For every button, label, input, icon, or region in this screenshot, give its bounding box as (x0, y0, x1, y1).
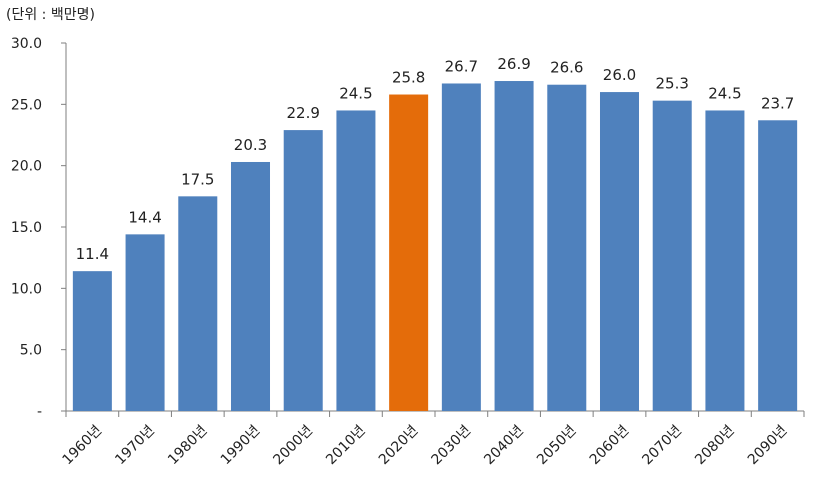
bar-9 (494, 81, 534, 411)
x-tick-label-12: 2070년 (639, 423, 685, 469)
bar-10 (547, 84, 587, 411)
x-tick-label-2: 1970년 (112, 423, 158, 469)
x-tick-label-9: 2040년 (481, 423, 527, 469)
unit-label: (단위 : 백만명) (6, 7, 95, 23)
y-tick-label: 30.0 (11, 36, 42, 52)
bar-12 (652, 100, 692, 412)
y-tick-label: 25.0 (11, 97, 42, 113)
data-label-8: 26.7 (445, 57, 478, 75)
data-label-1: 11.4 (76, 245, 109, 263)
data-label-13: 24.5 (708, 84, 741, 102)
x-tick-label-8: 2030년 (429, 423, 475, 469)
data-label-12: 25.3 (656, 75, 689, 93)
bar-6 (336, 110, 376, 411)
bar-7 (389, 94, 429, 412)
data-label-3: 17.5 (181, 170, 214, 188)
bar-4 (230, 161, 271, 411)
bar-11 (599, 92, 640, 412)
data-label-14: 23.7 (761, 94, 794, 112)
data-label-2: 14.4 (128, 208, 161, 226)
chart-x-labels: 1960년 1970년 1980년 1990년 2000년 2010년 2020년 2030년… (60, 423, 791, 469)
data-label-9: 26.9 (497, 55, 530, 73)
x-tick-label-13: 2080년 (692, 423, 738, 469)
bar-3 (178, 196, 218, 411)
y-tick-label: - (37, 404, 42, 420)
x-tick-label-4: 1990년 (218, 423, 264, 469)
bar-14 (758, 120, 798, 411)
bar-13 (705, 110, 745, 411)
bar-1 (72, 271, 112, 411)
chart-data-labels: 11.4 14.4 17.5 20.3 22.9 24.5 25.8 26.7 26.9 26.6… (76, 55, 795, 263)
x-tick-label-7: 2020년 (376, 423, 422, 469)
y-tick-label: 10.0 (11, 281, 42, 297)
x-tick-label-5: 2000년 (270, 423, 316, 469)
y-tick-label: 20.0 (11, 159, 42, 175)
x-tick-label-1: 1960년 (60, 423, 106, 469)
data-label-6: 24.5 (339, 84, 372, 102)
y-tick-label: 5.0 (20, 343, 42, 359)
data-label-10: 26.6 (550, 59, 583, 77)
bar-8 (441, 83, 481, 411)
data-label-11: 26.0 (603, 66, 636, 84)
x-tick-label-11: 2060년 (587, 423, 633, 469)
x-tick-label-14: 2090년 (745, 423, 791, 469)
chart-bars (72, 81, 798, 412)
data-label-7: 25.8 (392, 69, 425, 87)
x-tick-label-10: 2050년 (534, 423, 580, 469)
x-tick-label-6: 2010년 (323, 423, 369, 469)
bar-5 (283, 130, 323, 412)
data-label-4: 20.3 (234, 136, 267, 154)
data-label-5: 22.9 (287, 104, 320, 122)
chart-axes: - 5.0 10.0 15.0 20.0 25.0 30.0 (11, 36, 805, 420)
y-tick-label: 15.0 (11, 220, 42, 236)
x-tick-label-3: 1980년 (165, 423, 211, 469)
bar-2 (125, 234, 165, 411)
